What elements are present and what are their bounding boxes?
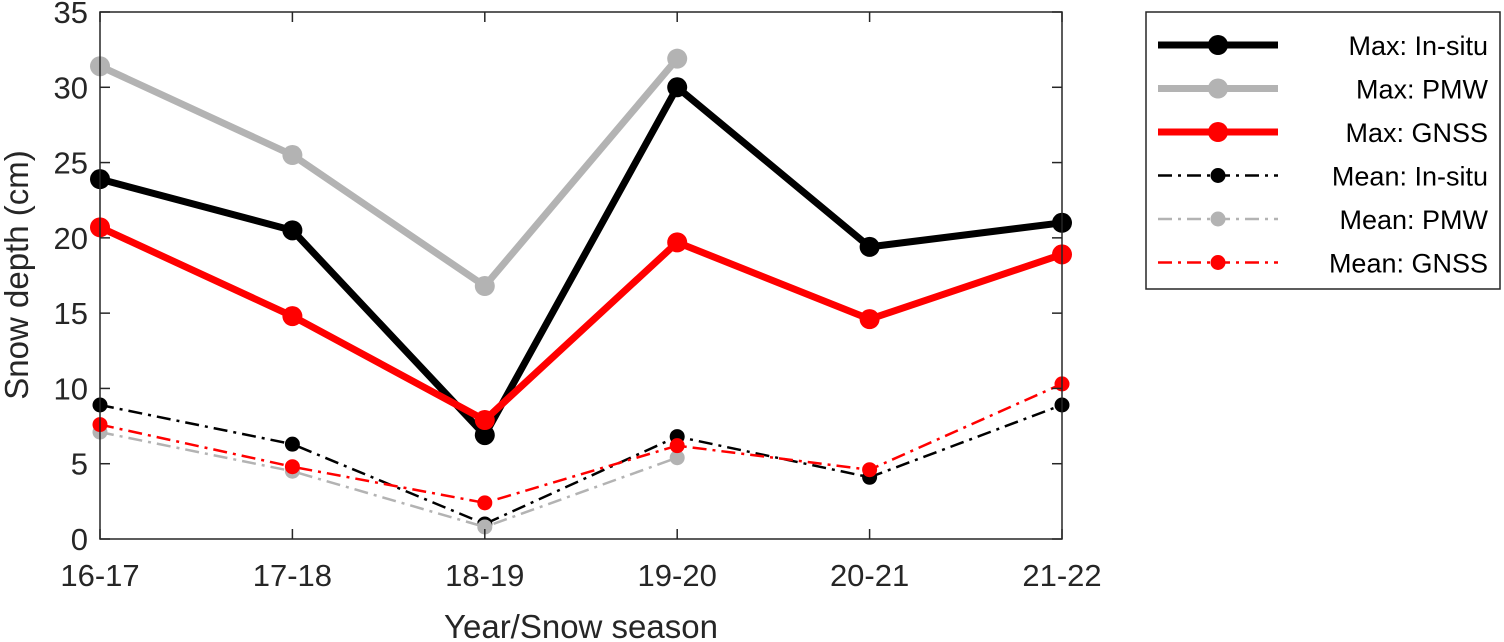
legend-item: Max: GNSS	[1158, 118, 1488, 148]
series-line	[98, 56, 680, 290]
y-tick-label: 30	[54, 70, 88, 105]
data-point	[667, 48, 688, 69]
legend-marker	[1208, 78, 1228, 99]
legend-item: Max: In-situ	[1158, 31, 1488, 61]
x-tick-label: 21-22	[1022, 558, 1101, 593]
y-tick-label: 25	[54, 146, 88, 181]
data-point	[282, 220, 303, 241]
series-layer	[90, 48, 1072, 535]
series-mean-pmw	[92, 424, 685, 535]
data-point	[474, 425, 495, 446]
x-tick-label: 20-21	[830, 558, 909, 593]
legend-item: Mean: In-situ	[1158, 162, 1488, 192]
y-tick-label: 10	[54, 371, 88, 406]
data-point	[282, 306, 303, 327]
plot-frame	[99, 11, 1063, 540]
legend-marker	[1208, 35, 1228, 55]
series-max-in-situ	[90, 77, 1072, 446]
legend: Max: In-situ Max: PMW Max: GNSS Mean: In-si…	[1145, 11, 1501, 290]
x-tick-label: 17-18	[253, 558, 332, 593]
series-mean-gnss	[92, 376, 1070, 511]
y-tick-label: 20	[54, 221, 88, 256]
x-tick-label: 19-20	[638, 558, 717, 593]
data-point	[667, 77, 688, 98]
data-point	[862, 462, 878, 478]
x-tick-label: 18-19	[445, 558, 524, 593]
data-point	[669, 450, 685, 466]
x-axis-title: Year/Snow season	[444, 608, 718, 642]
legend-label: Max: GNSS	[1345, 118, 1488, 148]
data-point	[474, 410, 495, 431]
series-mean-in-situ	[92, 397, 1070, 532]
y-tick-label: 15	[54, 296, 88, 331]
legend-label: Mean: PMW	[1339, 205, 1488, 235]
data-point	[474, 276, 495, 297]
legend-label: Mean: GNSS	[1329, 249, 1488, 279]
legend-marker	[1210, 168, 1226, 183]
series-line	[99, 382, 1063, 505]
legend-item: Max: PMW	[1158, 75, 1489, 105]
series-line	[99, 403, 1063, 526]
data-point	[284, 459, 300, 475]
data-point	[477, 495, 493, 511]
data-point	[282, 145, 303, 166]
y-tick-label: 35	[54, 0, 88, 30]
data-point	[669, 438, 685, 454]
y-tick-label: 5	[71, 447, 88, 482]
legend-label: Mean: In-situ	[1332, 162, 1488, 192]
data-point	[859, 309, 880, 330]
legend-item: Mean: GNSS	[1158, 249, 1488, 279]
series-line	[99, 430, 678, 529]
x-tick-label: 16-17	[60, 558, 139, 593]
series-line	[98, 224, 1064, 424]
ticks-layer: 0 5 10 15 20 25 30 35 16-17 17-18 18-19 19-20 20-21 2…	[54, 0, 1102, 593]
y-axis-title: Snow depth (cm)	[0, 150, 35, 399]
legend-item: Mean: PMW	[1158, 205, 1489, 235]
legend-box	[1145, 11, 1501, 290]
series-max-gnss	[90, 217, 1072, 431]
data-point	[284, 436, 300, 452]
series-max-pmw	[90, 48, 688, 297]
y-tick-label: 0	[71, 522, 88, 557]
legend-label: Max: PMW	[1356, 75, 1489, 105]
legend-marker	[1210, 255, 1226, 270]
legend-label: Max: In-situ	[1348, 31, 1488, 61]
data-point	[477, 519, 493, 535]
data-point	[859, 236, 880, 257]
legend-marker	[1210, 211, 1226, 227]
series-line	[99, 83, 1063, 439]
data-point	[667, 232, 688, 253]
legend-marker	[1208, 122, 1228, 142]
